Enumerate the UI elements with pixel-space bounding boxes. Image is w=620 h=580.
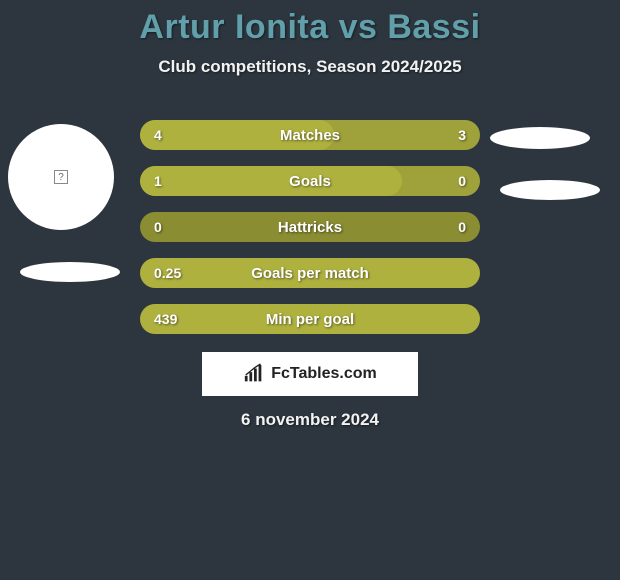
stat-row: 439Min per goal xyxy=(140,304,480,334)
subtitle: Club competitions, Season 2024/2025 xyxy=(0,57,620,77)
date-line: 6 november 2024 xyxy=(0,410,620,430)
player-left-avatar: ? xyxy=(8,124,114,230)
brand-text: FcTables.com xyxy=(271,365,377,383)
page-title: Artur Ionita vs Bassi xyxy=(0,8,620,47)
stat-row: 0Hattricks0 xyxy=(140,212,480,242)
stat-right-value: 0 xyxy=(458,219,466,235)
stat-label: Min per goal xyxy=(140,311,480,328)
stat-right-value: 0 xyxy=(458,173,466,189)
stat-label: Hattricks xyxy=(140,219,480,236)
stat-label: Goals per match xyxy=(140,265,480,282)
stats-panel: 4Matches31Goals00Hattricks00.25Goals per… xyxy=(140,120,480,350)
player-right-ellipse-2 xyxy=(500,180,600,200)
stat-row: 0.25Goals per match xyxy=(140,258,480,288)
player-left-shadow xyxy=(20,262,120,282)
stat-label: Matches xyxy=(140,127,480,144)
stat-row: 4Matches3 xyxy=(140,120,480,150)
bar-chart-icon xyxy=(243,363,265,385)
stat-row: 1Goals0 xyxy=(140,166,480,196)
brand-badge: FcTables.com xyxy=(202,352,418,396)
stat-label: Goals xyxy=(140,173,480,190)
placeholder-image-icon: ? xyxy=(54,170,68,184)
stat-right-value: 3 xyxy=(458,127,466,143)
content-root: Artur Ionita vs Bassi Club competitions,… xyxy=(0,0,620,580)
player-right-ellipse-1 xyxy=(490,127,590,149)
